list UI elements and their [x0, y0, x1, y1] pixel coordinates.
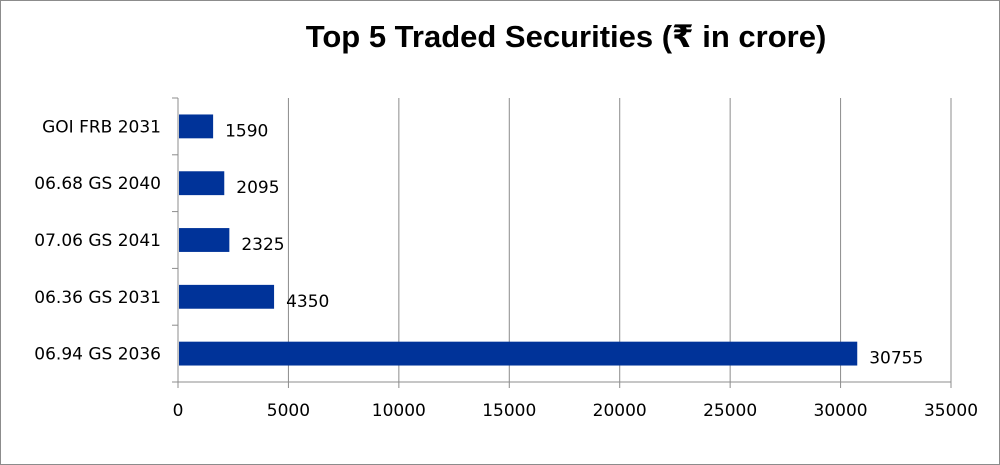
- category-label-0: GOI FRB 2031: [42, 117, 161, 137]
- grid-lines: [287, 98, 952, 382]
- category-label-3: 06.36 GS 2031: [34, 288, 161, 308]
- bars: [179, 114, 858, 366]
- bar-2: [179, 228, 230, 252]
- bar-0: [179, 114, 214, 139]
- data-label-2: 2325: [241, 235, 284, 255]
- data-label-1: 2095: [236, 178, 279, 198]
- x-tick-label-3: 15000: [482, 401, 536, 421]
- bar-1: [179, 171, 225, 196]
- data-label-4: 30755: [869, 349, 923, 369]
- data-label-0: 1590: [225, 121, 268, 141]
- category-label-1: 06.68 GS 2040: [34, 174, 161, 194]
- bar-3: [179, 284, 275, 309]
- x-tick-label-2: 10000: [372, 401, 426, 421]
- x-tick-label-4: 20000: [593, 401, 647, 421]
- x-tick-label-5: 25000: [703, 401, 757, 421]
- x-tick-label-1: 5000: [267, 401, 310, 421]
- bar-4: [179, 341, 858, 366]
- chart-title: Top 5 Traded Securities (₹ in crore): [305, 19, 827, 54]
- x-tick-label-7: 35000: [924, 401, 978, 421]
- x-tick-label-6: 30000: [814, 401, 868, 421]
- x-tick-label-0: 0: [173, 401, 184, 421]
- data-label-3: 4350: [286, 292, 329, 312]
- category-label-2: 07.06 GS 2041: [34, 231, 161, 251]
- axes: [172, 97, 952, 388]
- category-label-4: 06.94 GS 2036: [34, 345, 161, 365]
- labels: 0 5000 10000 15000 20000 25000 30000 35000 GOI F…: [34, 117, 978, 421]
